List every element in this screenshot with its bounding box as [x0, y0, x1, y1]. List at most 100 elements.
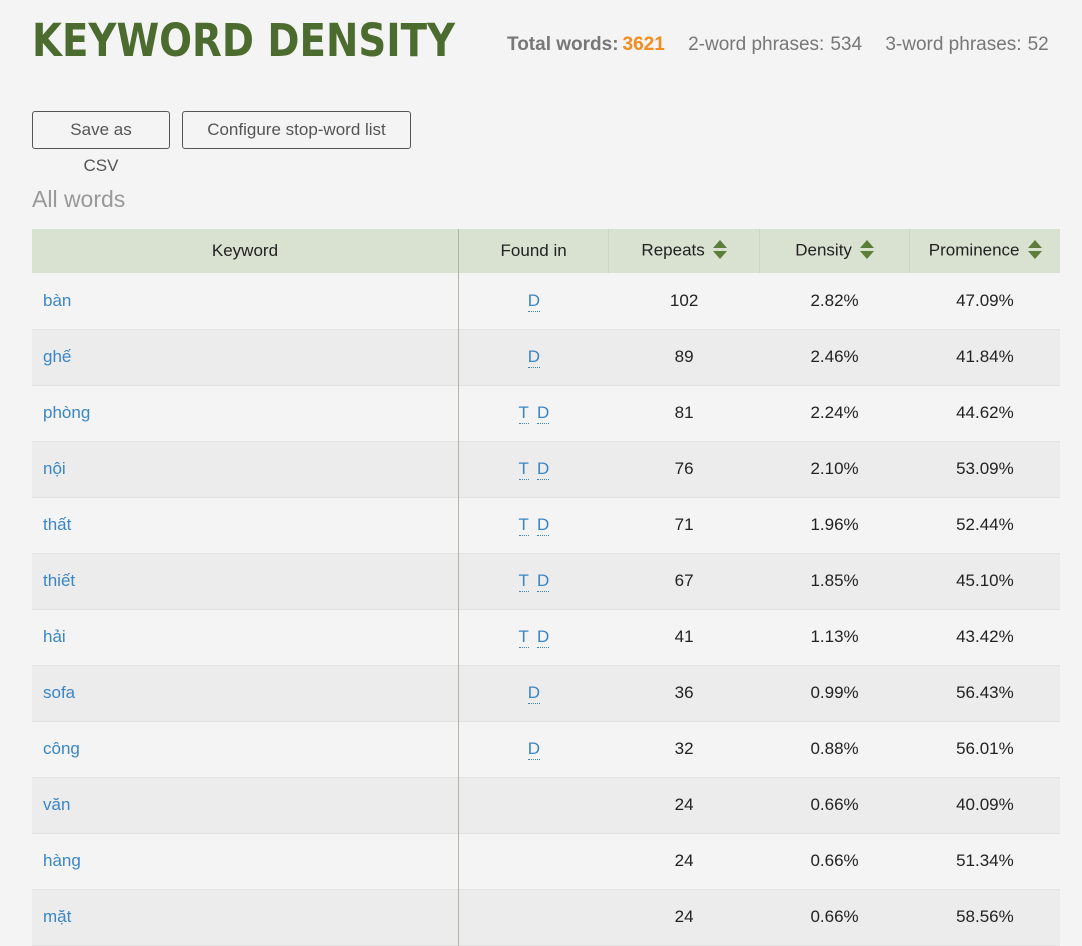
density-cell: 2.82% [810, 290, 859, 310]
keyword-cell: công [32, 721, 459, 777]
column-header-found-in: Found in [458, 229, 610, 273]
column-label: Prominence [928, 240, 1020, 260]
found-in-description-link[interactable]: D [536, 627, 550, 648]
found-in-description-link[interactable]: D [536, 515, 550, 536]
keyword-link[interactable]: mặt [43, 907, 72, 926]
keyword-link[interactable]: công [43, 739, 80, 758]
prominence-cell: 52.44% [956, 515, 1014, 534]
sort-up-down-icon[interactable] [1027, 239, 1042, 261]
density-cell: 2.24% [810, 403, 859, 422]
density-cell: 0.66% [810, 851, 859, 870]
three-word-label: 3-word phrases: [885, 34, 1022, 55]
found-in-description-link[interactable]: D [527, 347, 541, 368]
column-header-keyword: Keyword [32, 229, 459, 273]
found-in-title-link[interactable]: T [518, 403, 529, 424]
found-in-title-link[interactable]: T [518, 459, 529, 480]
keyword-link[interactable]: hàng [43, 851, 81, 870]
density-cell: 1.85% [810, 571, 859, 590]
keyword-link[interactable]: bàn [43, 290, 72, 310]
found-in-title-link[interactable]: T [518, 515, 529, 536]
prominence-cell: 51.34% [956, 851, 1014, 870]
prominence-cell: 53.09% [956, 459, 1014, 478]
word-stats: Total words: 3621 2-word phrases: 534 3-wo… [507, 34, 1067, 56]
keyword-link[interactable]: thất [43, 515, 72, 534]
column-label: Found in [500, 241, 567, 260]
column-header-repeats[interactable]: Repeats [608, 229, 760, 273]
found-in-description-link[interactable]: D [527, 683, 541, 704]
column-header-density[interactable]: Density [759, 229, 911, 273]
keyword-cell: nội [32, 441, 459, 497]
found-in-cell [458, 833, 608, 889]
found-in-description-link[interactable]: D [527, 290, 541, 312]
keyword-cell: thiết [32, 553, 459, 609]
found-in-title-link[interactable]: T [518, 571, 529, 592]
repeats-cell: 41 [674, 627, 694, 646]
sort-up-down-icon[interactable] [712, 239, 727, 261]
density-cell: 2.46% [810, 347, 859, 366]
found-in-description-link[interactable]: D [536, 459, 550, 480]
table-row: thất T D 71 1.96% 52.44% [32, 497, 1060, 553]
found-in-description-link[interactable]: D [527, 739, 541, 760]
prominence-cell: 41.84% [956, 347, 1014, 366]
column-label: Repeats [641, 240, 705, 260]
table-row: sofa D 36 0.99% 56.43% [32, 665, 1060, 721]
keyword-link[interactable]: văn [43, 795, 71, 814]
prominence-cell: 47.09% [956, 290, 1014, 310]
two-word-stat: 2-word phrases: 534 [688, 34, 867, 55]
found-in-description-link[interactable]: D [536, 571, 550, 592]
found-in-cell: D [458, 329, 608, 385]
keyword-cell: ghế [32, 329, 459, 385]
repeats-cell: 32 [674, 739, 694, 758]
density-cell: 2.10% [810, 459, 859, 478]
table-row: ghế D 89 2.46% 41.84% [32, 329, 1060, 385]
repeats-cell: 71 [674, 515, 694, 534]
found-in-cell [458, 777, 608, 833]
three-word-stat: 3-word phrases: 52 [885, 34, 1048, 55]
two-word-label: 2-word phrases: [688, 34, 825, 55]
repeats-cell: 89 [674, 347, 694, 366]
save-csv-button[interactable]: Save as CSV [32, 111, 170, 175]
keyword-link[interactable]: phòng [43, 403, 91, 422]
repeats-cell: 102 [669, 290, 699, 310]
page-title: KEYWORD DENSITY [32, 14, 456, 67]
prominence-cell: 45.10% [956, 571, 1014, 590]
prominence-cell: 56.01% [956, 739, 1014, 758]
found-in-title-link[interactable]: T [518, 627, 529, 648]
prominence-cell: 58.56% [956, 907, 1014, 926]
three-word-value: 52 [1027, 34, 1049, 55]
density-cell: 1.96% [810, 515, 859, 534]
prominence-cell: 44.62% [956, 403, 1014, 422]
sort-up-down-icon[interactable] [859, 239, 874, 261]
two-word-value: 534 [830, 34, 863, 55]
keyword-cell: mặt [32, 889, 459, 945]
column-header-prominence[interactable]: Prominence [910, 229, 1060, 273]
density-cell: 0.66% [810, 907, 859, 926]
keyword-link[interactable]: thiết [43, 571, 76, 590]
found-in-description-link[interactable]: D [536, 403, 550, 424]
density-cell: 0.88% [810, 739, 859, 758]
prominence-cell: 40.09% [956, 795, 1014, 814]
keyword-cell: phòng [32, 385, 459, 441]
table-header-row: Keyword Found in Repeats Density Promine… [32, 229, 1060, 273]
table-row: hải T D 41 1.13% 43.42% [32, 609, 1060, 665]
found-in-cell: D [458, 273, 608, 329]
repeats-cell: 67 [674, 571, 694, 590]
table-row: hàng 24 0.66% 51.34% [32, 833, 1060, 889]
repeats-cell: 24 [674, 795, 694, 814]
repeats-cell: 76 [674, 459, 694, 478]
column-label: Density [795, 240, 852, 260]
keyword-link[interactable]: sofa [43, 683, 76, 702]
repeats-cell: 36 [674, 683, 694, 702]
found-in-cell: D [458, 721, 608, 777]
keyword-link[interactable]: hải [43, 627, 66, 646]
keyword-link[interactable]: ghế [43, 347, 72, 366]
configure-stopwords-button[interactable]: Configure stop-word list [182, 111, 411, 149]
section-title: All words [32, 186, 126, 212]
keyword-cell: hàng [32, 833, 459, 889]
keyword-link[interactable]: nội [43, 459, 66, 478]
density-cell: 0.66% [810, 795, 859, 814]
total-words-label: Total words: [507, 34, 619, 55]
table-row: văn 24 0.66% 40.09% [32, 777, 1060, 833]
